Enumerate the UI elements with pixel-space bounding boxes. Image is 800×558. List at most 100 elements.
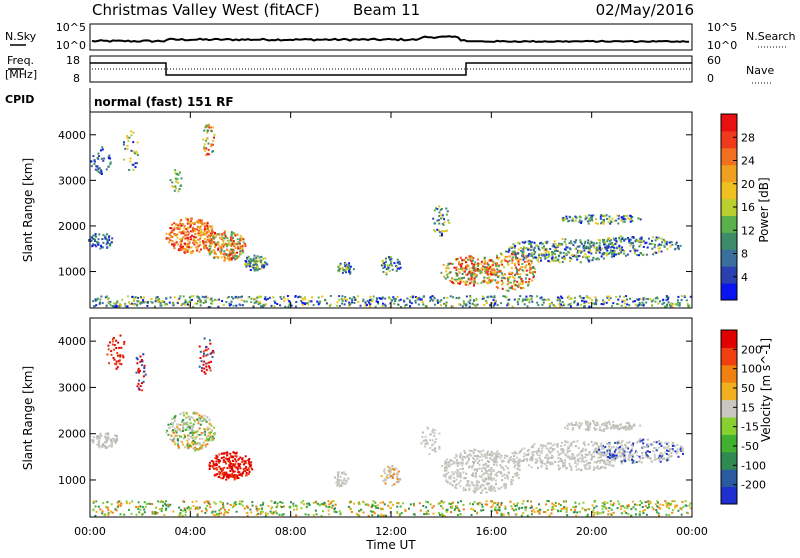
data-cell: [389, 298, 391, 300]
data-cell: [594, 501, 596, 503]
data-cell: [408, 508, 410, 510]
data-cell: [438, 215, 440, 217]
data-cell: [582, 456, 584, 458]
data-cell: [107, 433, 109, 435]
data-cell: [551, 260, 553, 262]
data-cell: [196, 247, 198, 249]
data-cell: [425, 305, 427, 307]
data-cell: [584, 243, 586, 245]
data-cell: [296, 508, 298, 510]
freq-tick-max: 18: [66, 54, 80, 67]
data-cell: [396, 270, 398, 272]
data-cell: [429, 300, 431, 302]
data-cell: [233, 305, 235, 307]
data-cell: [143, 297, 145, 299]
data-cell: [496, 512, 498, 514]
data-cell: [358, 510, 360, 512]
data-cell: [488, 478, 490, 480]
data-cell: [625, 255, 627, 257]
data-cell: [252, 267, 254, 269]
data-cell: [576, 512, 578, 514]
data-cell: [209, 468, 211, 470]
data-cell: [220, 237, 222, 239]
data-cell: [216, 299, 218, 301]
data-cell: [221, 457, 223, 459]
data-cell: [138, 388, 140, 390]
data-cell: [443, 475, 445, 477]
data-cell: [188, 434, 190, 436]
data-cell: [561, 508, 563, 510]
data-cell: [400, 299, 402, 301]
data-cell: [610, 464, 612, 466]
data-cell: [412, 296, 414, 298]
data-cell: [554, 250, 556, 252]
data-cell: [558, 255, 560, 257]
data-cell: [564, 248, 566, 250]
data-cell: [363, 501, 365, 503]
data-cell: [510, 481, 512, 483]
data-cell: [578, 447, 580, 449]
data-cell: [455, 454, 457, 456]
data-cell: [555, 502, 557, 504]
data-cell: [339, 510, 341, 512]
freq-unit-label: [MHz]: [5, 68, 37, 81]
data-cell: [603, 223, 605, 225]
data-cell: [480, 263, 482, 265]
data-cell: [114, 363, 116, 365]
data-cell: [393, 262, 395, 264]
data-cell: [528, 253, 530, 255]
data-cell: [288, 300, 290, 302]
data-cell: [397, 478, 399, 480]
data-cell: [559, 244, 561, 246]
data-cell: [483, 297, 485, 299]
data-cell: [488, 268, 490, 270]
data-cell: [520, 460, 522, 462]
data-cell: [486, 302, 488, 304]
data-cell: [96, 166, 98, 168]
data-cell: [475, 469, 477, 471]
data-cell: [498, 257, 500, 259]
data-cell: [642, 510, 644, 512]
data-cell: [549, 515, 551, 517]
data-cell: [205, 429, 207, 431]
colorbar-tick-label: 16: [741, 201, 755, 214]
data-cell: [546, 454, 548, 456]
data-cell: [92, 300, 94, 302]
data-cell: [601, 256, 603, 258]
data-cell: [392, 269, 394, 271]
data-cell: [105, 442, 107, 444]
data-cell: [488, 276, 490, 278]
data-cell: [393, 473, 395, 475]
data-cell: [497, 502, 499, 504]
data-cell: [255, 506, 257, 508]
data-cell: [544, 457, 546, 459]
data-cell: [171, 435, 173, 437]
data-cell: [238, 474, 240, 476]
data-cell: [668, 301, 670, 303]
data-cell: [600, 222, 602, 224]
data-cell: [321, 296, 323, 298]
data-cell: [579, 239, 581, 241]
data-cell: [166, 238, 168, 240]
data-cell: [637, 240, 639, 242]
data-cell: [687, 512, 689, 514]
data-cell: [111, 241, 113, 243]
data-cell: [260, 296, 262, 298]
data-cell: [502, 288, 504, 290]
data-cell: [515, 474, 517, 476]
data-cell: [514, 289, 516, 291]
data-cell: [563, 452, 565, 454]
data-cell: [175, 435, 177, 437]
data-cell: [198, 219, 200, 221]
data-cell: [131, 303, 133, 305]
data-cell: [558, 461, 560, 463]
data-cell: [284, 306, 286, 308]
data-cell: [481, 261, 483, 263]
data-cell: [580, 252, 582, 254]
freq-label: Freq.: [7, 54, 34, 67]
data-cell: [588, 256, 590, 258]
data-cell: [463, 450, 465, 452]
data-cell: [531, 466, 533, 468]
data-cell: [209, 466, 211, 468]
data-cell: [456, 487, 458, 489]
